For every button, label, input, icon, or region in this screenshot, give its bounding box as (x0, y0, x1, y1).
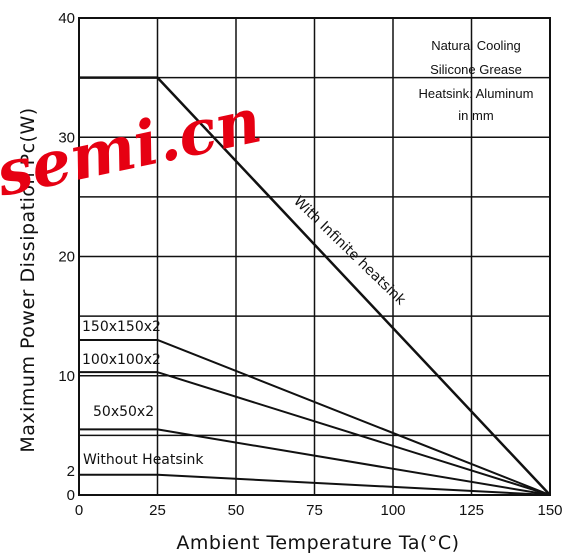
series-line-1 (79, 76, 551, 496)
note-line-1: Natural Cooling (431, 38, 521, 53)
x-axis-title: Ambient Temperature Ta(°C) (176, 532, 459, 554)
y-axis-title: Maximum Power Dissipation Pc(W) (17, 107, 39, 452)
series-line-2 (79, 338, 551, 496)
tick-labels: 0 25 50 75 100 125 150 0 2 10 20 30 40 (58, 10, 562, 519)
y-tick-label: 30 (58, 129, 75, 146)
x-tick-label: 100 (380, 502, 405, 519)
series-label-without-heatsink: Without Heatsink (83, 452, 204, 468)
y-tick-label: 10 (58, 368, 75, 385)
series-label-100x100x2: 100x100x2 (82, 352, 161, 368)
note-line-2: Silicone Grease (430, 62, 522, 77)
series-label-150x150x2: 150x150x2 (82, 319, 161, 335)
plot-frame (78, 17, 551, 496)
y-tick-label: 40 (58, 10, 75, 27)
note-line-4: in mm (458, 108, 493, 123)
series-line-5 (79, 473, 551, 496)
series-line-3 (79, 371, 551, 496)
x-tick-label: 125 (459, 502, 484, 519)
x-tick-label: 25 (149, 502, 166, 519)
y-tick-label: 20 (58, 249, 75, 266)
series-label-50x50x2: 50x50x2 (93, 404, 154, 420)
series-lines (79, 76, 551, 496)
y-tick-label: 0 (67, 487, 75, 504)
x-tick-label: 0 (75, 502, 83, 519)
x-tick-label: 50 (228, 502, 245, 519)
series-label-infinite-heatsink: With Infinite heatsink (290, 193, 409, 309)
x-tick-label: 150 (537, 502, 562, 519)
y-tick-label: 2 (67, 463, 75, 480)
watermark-logo: semi.cn (0, 84, 267, 211)
note-line-3: Heatsink: Aluminum (419, 86, 534, 101)
series-line-4 (79, 428, 551, 496)
conditions-note: Natural Cooling Silicone Grease Heatsink… (419, 38, 534, 123)
x-tick-label: 75 (306, 502, 323, 519)
